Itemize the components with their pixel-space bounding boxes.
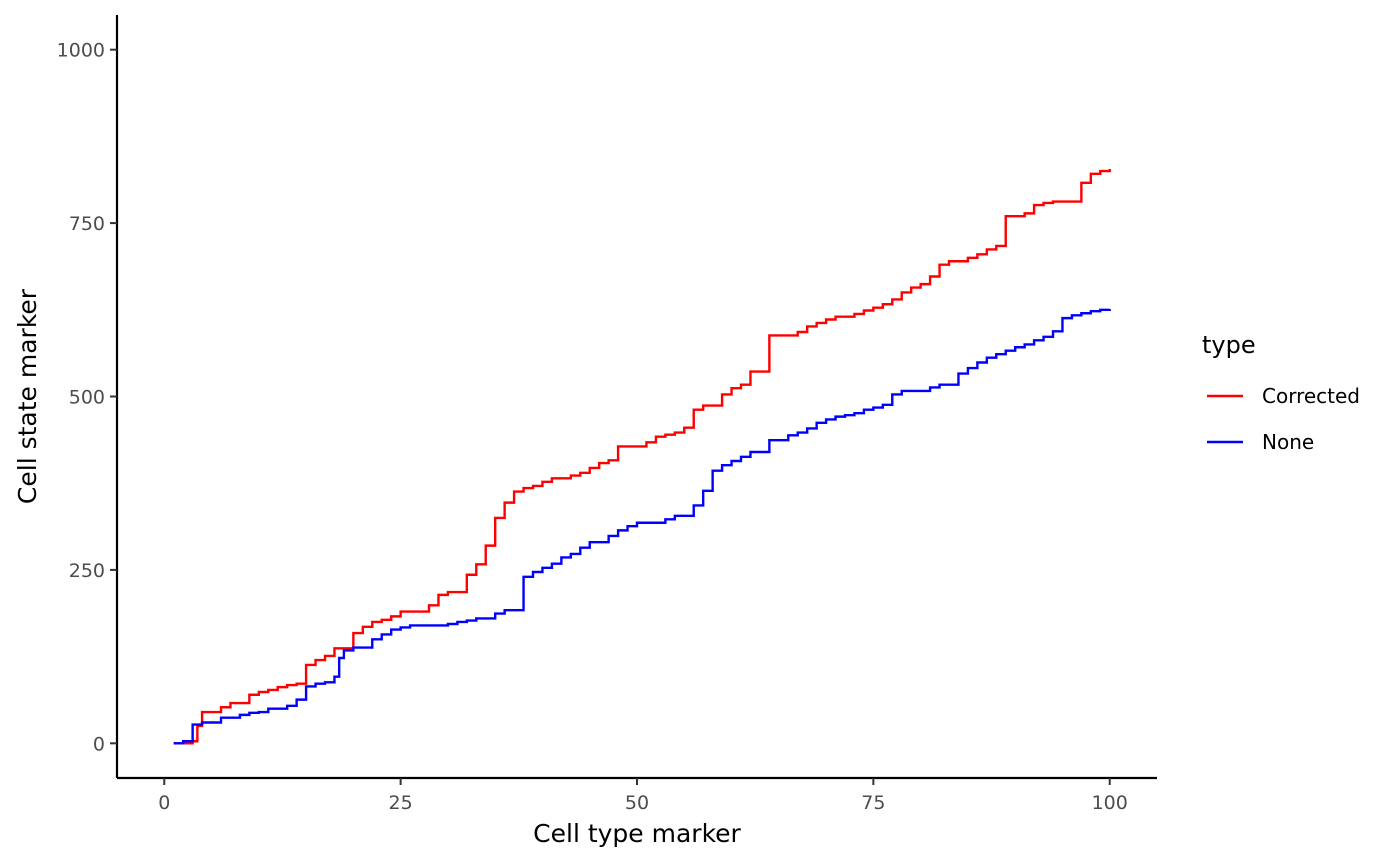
- x-axis-title: Cell type marker: [533, 819, 741, 848]
- axes: 0 25 50 75 100 0 250 500 750 1000: [57, 15, 1157, 814]
- y-tick-label: 750: [69, 213, 105, 235]
- legend-label: Corrected: [1262, 384, 1360, 408]
- legend: type Corrected None: [1202, 331, 1360, 454]
- legend-item-none: None: [1207, 430, 1314, 454]
- legend-label: None: [1262, 430, 1314, 454]
- legend-title: type: [1202, 331, 1256, 359]
- y-tick-label: 0: [93, 733, 105, 755]
- y-tick-label: 1000: [57, 40, 105, 62]
- legend-items: Corrected None: [1207, 384, 1360, 454]
- y-tick-label: 500: [69, 387, 105, 409]
- x-ticks: 0 25 50 75 100: [158, 778, 1128, 814]
- x-tick-label: 0: [158, 792, 170, 814]
- series-line-none: [173, 308, 1111, 745]
- y-tick-label: 250: [69, 560, 105, 582]
- x-tick-label: 25: [389, 792, 413, 814]
- y-ticks: 0 250 500 750 1000: [57, 40, 117, 755]
- x-tick-label: 50: [625, 792, 649, 814]
- series-line-corrected: [173, 168, 1111, 745]
- x-tick-label: 75: [861, 792, 885, 814]
- y-axis-title: Cell state marker: [13, 288, 42, 504]
- series-layer: [173, 168, 1111, 745]
- legend-item-corrected: Corrected: [1207, 384, 1360, 408]
- x-tick-label: 100: [1092, 792, 1128, 814]
